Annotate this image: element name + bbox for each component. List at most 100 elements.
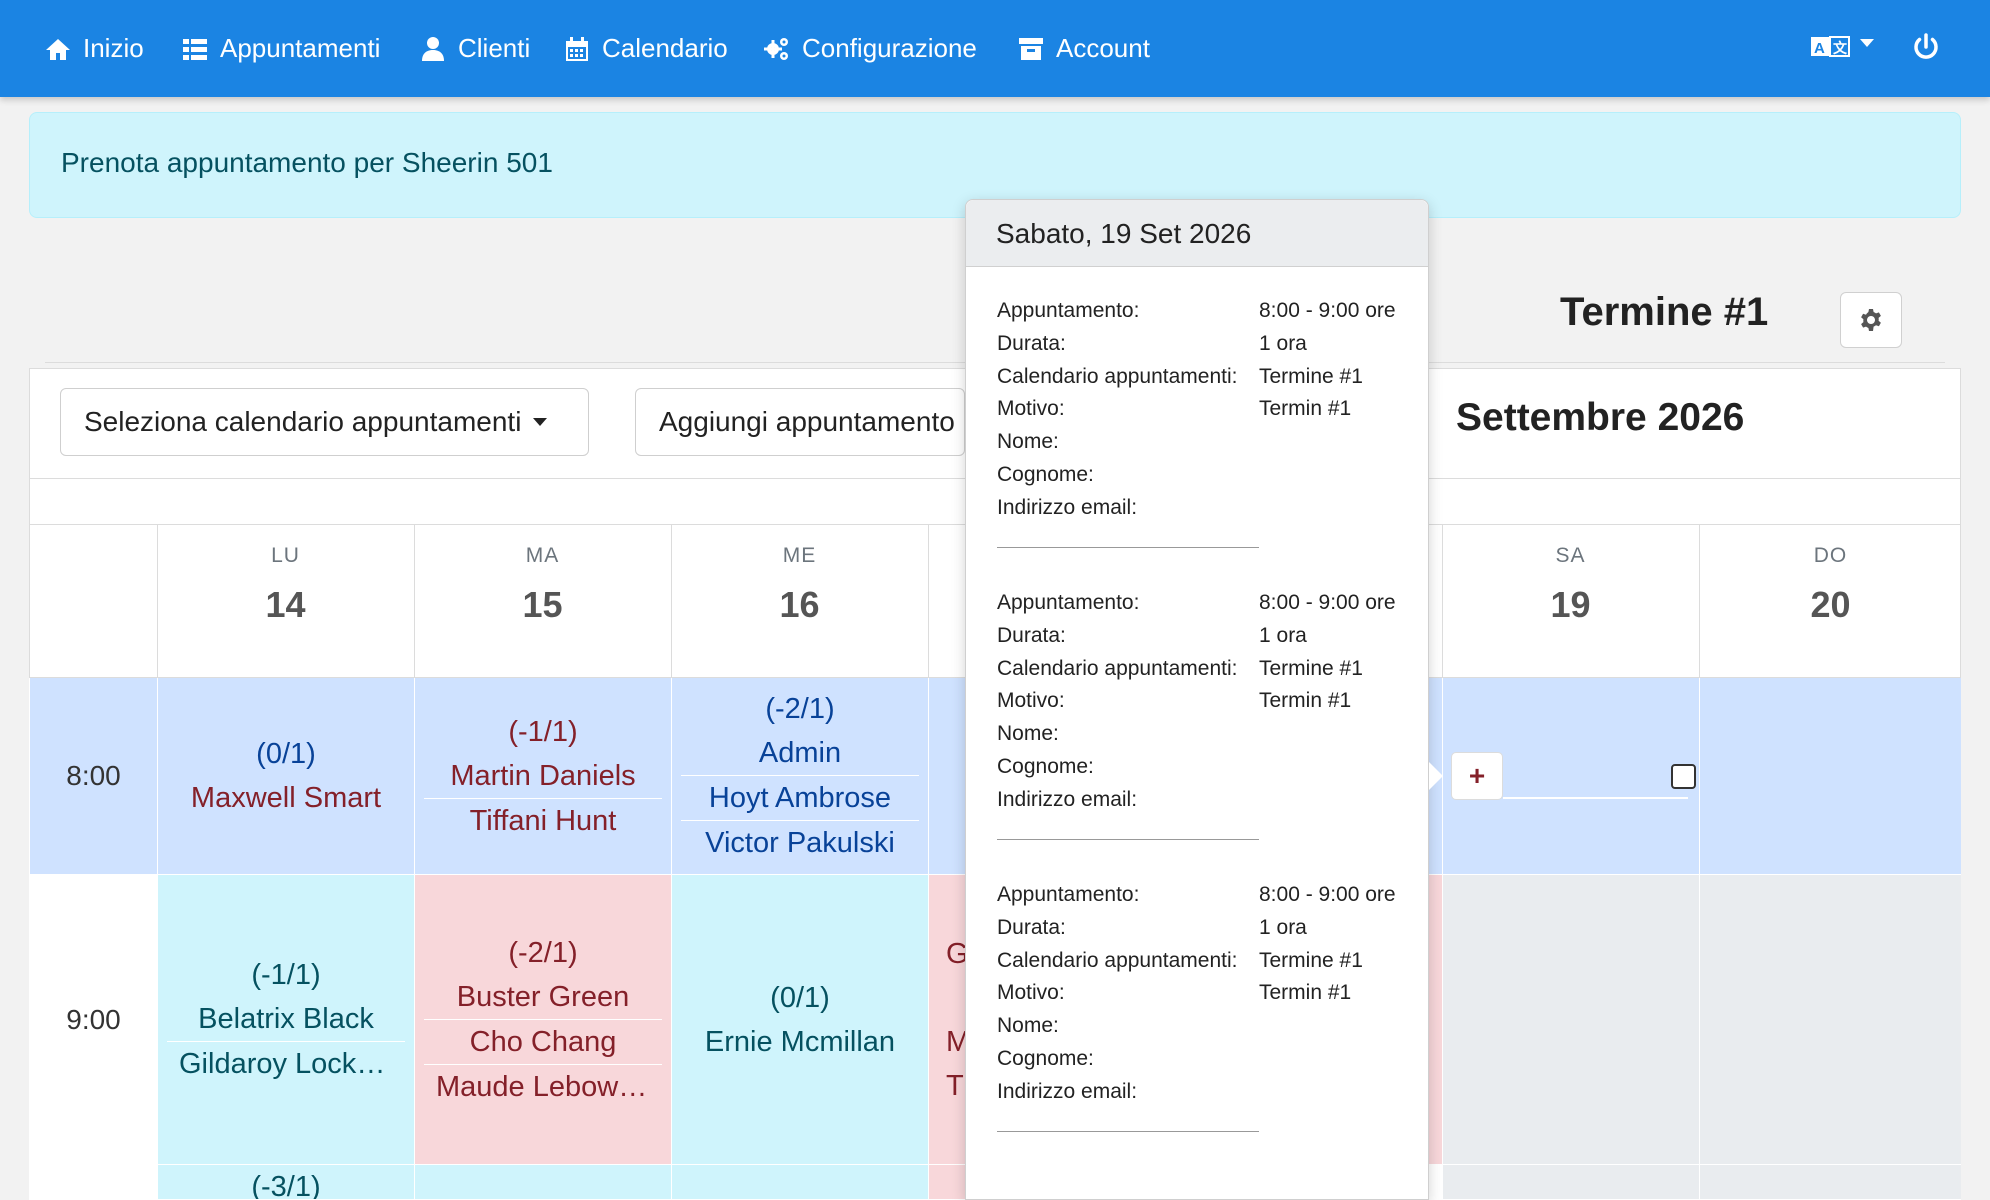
slot-client[interactable]: Ernie Mcmillan [704,1025,896,1058]
time-slot[interactable]: (-3/1) [157,1165,414,1200]
time-slot [1699,875,1961,1165]
surname-label: Cognome: [997,1046,1094,1070]
slot-client[interactable]: Maxwell Smart [190,782,382,814]
appointment-value: 8:00 - 9:00 ore [1259,299,1396,322]
time-label: 9:00 [66,1003,121,1035]
nav-account-label: Account [1056,33,1150,63]
slot-client[interactable]: Cho Chang [424,1018,662,1064]
logout-button[interactable] [1912,33,1940,66]
nav-configuration[interactable]: Configurazione [764,0,977,97]
duration-label: Durata: [997,915,1066,939]
nav-home[interactable]: Inizio [45,0,144,97]
home-icon [46,38,70,60]
slot-count: (0/1) [770,981,830,1014]
slot-count: (0/1) [256,738,316,770]
time-slot[interactable]: (-1/1) Martin Daniels Tiffani Hunt [414,678,671,875]
gear-icon [1861,309,1881,331]
nav-configuration-label: Configurazione [802,33,977,63]
duration-label: Durata: [997,623,1066,647]
time-slot[interactable]: (-2/1) Buster Green Cho Chang Maude Lebo… [414,875,671,1165]
day-abbr: MA [525,544,560,567]
archive-icon [1019,37,1043,60]
appointment-label: Appuntamento: [997,883,1140,906]
nav-clients[interactable]: Clienti [420,0,530,97]
nav-appointments-label: Appuntamenti [220,33,381,63]
time-slot[interactable] [1699,678,1961,875]
duration-value: 1 ora [1259,331,1307,355]
appointments-popover: Sabato, 19 Set 2026 Appuntamento: 8:00 - … [965,199,1429,1200]
calendar-value: Termine #1 [1259,948,1363,972]
day-number: 14 [265,584,306,625]
chevron-down-icon [1860,39,1874,47]
language-dropdown[interactable]: A 文 [1810,32,1874,60]
appointment-label: Appuntamento: [997,299,1140,322]
day-header-thu [928,524,1184,678]
calendar-value: Termine #1 [1259,656,1363,680]
time-slot[interactable] [671,1165,928,1200]
popover-entry: Appuntamento: 8:00 - 9:00 ore Durata: 1 or… [997,587,1417,840]
nav-calendar[interactable]: Calendario [564,0,728,97]
reason-value: Termin #1 [1259,981,1352,1005]
name-label: Nome: [997,430,1059,454]
appointment-value: 8:00 - 9:00 ore [1259,591,1396,614]
reason-value: Termin #1 [1259,397,1352,421]
slot-client[interactable]: Tiffani Hunt [424,797,662,843]
day-abbr: ME [782,544,817,567]
slot-client[interactable]: Belatrix Black [198,1003,374,1035]
entry-divider [997,1130,1259,1132]
time-slot[interactable] [414,1165,671,1200]
appointment-label: Appuntamento: [997,591,1140,614]
slot-client[interactable]: Martin Daniels [450,759,636,792]
time-cell: 8:00 [29,678,157,875]
slot-client[interactable]: Gildaroy Lockh... [167,1041,405,1086]
reason-value: Termin #1 [1259,689,1352,713]
language-icon: A 文 [1811,36,1850,57]
nav-appointments[interactable]: Appuntamenti [182,0,380,97]
time-cell: 9:00 [29,875,157,1165]
time-slot [1442,875,1699,1165]
time-slot[interactable]: (-2/1) Admin Hoyt Ambrose Victor Pakulsk… [671,678,928,875]
reason-label: Motivo: [997,981,1065,1005]
slot-count: (-2/1) [765,693,835,725]
time-slot[interactable]: (0/1) Ernie Mcmillan [671,875,928,1165]
entry-divider [997,546,1259,548]
time-slot[interactable]: (-1/1) Belatrix Black Gildaroy Lockh... [157,875,414,1165]
slot-client[interactable]: Victor Pakulski [681,820,919,865]
svg-text:文: 文 [1833,40,1848,56]
add-appointment-button[interactable]: Aggiungi appuntamento [635,388,965,456]
email-label: Indirizzo email: [997,1079,1138,1103]
calendar-label: Calendario appuntamenti: [997,364,1238,388]
calendar-value: Termine #1 [1259,364,1363,388]
entry-divider [997,838,1259,840]
appointment-value: 8:00 - 9:00 ore [1259,883,1396,906]
select-calendar-dropdown[interactable]: Seleziona calendario appuntamenti [60,388,589,456]
slot-client[interactable]: Buster Green [456,980,630,1013]
gears-icon [764,37,788,60]
day-number: 20 [1810,584,1851,625]
surname-label: Cognome: [997,754,1094,778]
nav-home-label: Inizio [83,33,144,63]
time-slot [1699,1165,1961,1200]
duration-label: Durata: [997,331,1066,355]
user-icon [422,36,444,61]
time-slot [1442,1165,1699,1200]
nav-account[interactable]: Account [1018,0,1150,97]
add-slot-button[interactable]: + [1451,752,1503,800]
day-abbr: SA [1555,544,1586,567]
top-navbar: Inizio Appuntamenti Clienti Calendario C… [0,0,1990,97]
slot-divider [1503,797,1688,799]
calendar-settings-button[interactable] [1840,292,1902,348]
slot-count: (-1/1) [508,715,578,748]
slot-client[interactable]: Maude Lebowski [424,1063,662,1109]
time-slot[interactable]: (0/1) Maxwell Smart [157,678,414,875]
slot-checkbox[interactable] [1671,764,1696,789]
name-label: Nome: [997,1014,1059,1038]
time-label: 8:00 [66,760,121,791]
duration-value: 1 ora [1259,623,1307,647]
slot-count: (-1/1) [251,959,321,991]
calendar-icon [566,36,588,61]
duration-value: 1 ora [1259,915,1307,939]
slot-client[interactable]: Admin [758,737,842,769]
slot-client[interactable]: Hoyt Ambrose [681,775,919,820]
popover-arrow [1429,762,1443,790]
